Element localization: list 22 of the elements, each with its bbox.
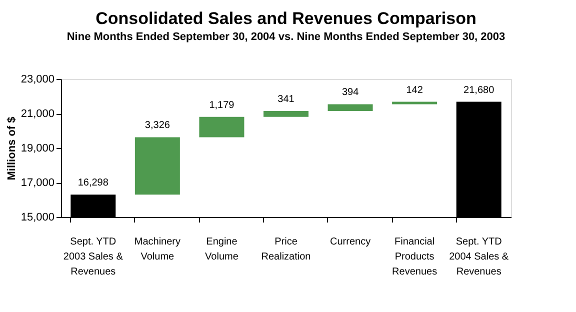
x-tick-label: Machinery Volume [134, 236, 180, 262]
x-tick-label: Currency [330, 236, 371, 248]
chart-subtitle: Nine Months Ended September 30, 2004 vs. Nine Months Ended September 30, 2003 [66, 31, 506, 43]
chart-title: Consolidated Sales and Revenues Comparison [96, 9, 476, 28]
x-tick-label: Sept. YTD 2003 Sales & Revenues [63, 236, 124, 278]
y-tick-label: 23,000 [20, 74, 54, 86]
data-label: 16,298 [78, 178, 109, 189]
y-axis-title: Millions of $ [6, 116, 18, 180]
data-label: 3,326 [144, 120, 170, 132]
data-label: 142 [406, 84, 424, 96]
y-tick-label: 19,000 [20, 142, 54, 154]
x-tick-label: Sept. YTD 2004 Sales & Revenues [449, 236, 509, 278]
data-label: 1,179 [209, 100, 235, 111]
data-label: 21,680 [464, 84, 495, 96]
y-tick-label: 15,000 [20, 212, 54, 224]
y-tick-label: 21,000 [20, 108, 54, 120]
data-label: 394 [342, 87, 360, 98]
y-tick-label: 17,000 [20, 177, 54, 189]
x-tick-label: Financial Products Revenues [392, 236, 438, 278]
x-tick-label: Engine Volume [205, 236, 239, 262]
data-label: 341 [278, 94, 295, 106]
x-tick-label: Price Realization [261, 236, 311, 262]
